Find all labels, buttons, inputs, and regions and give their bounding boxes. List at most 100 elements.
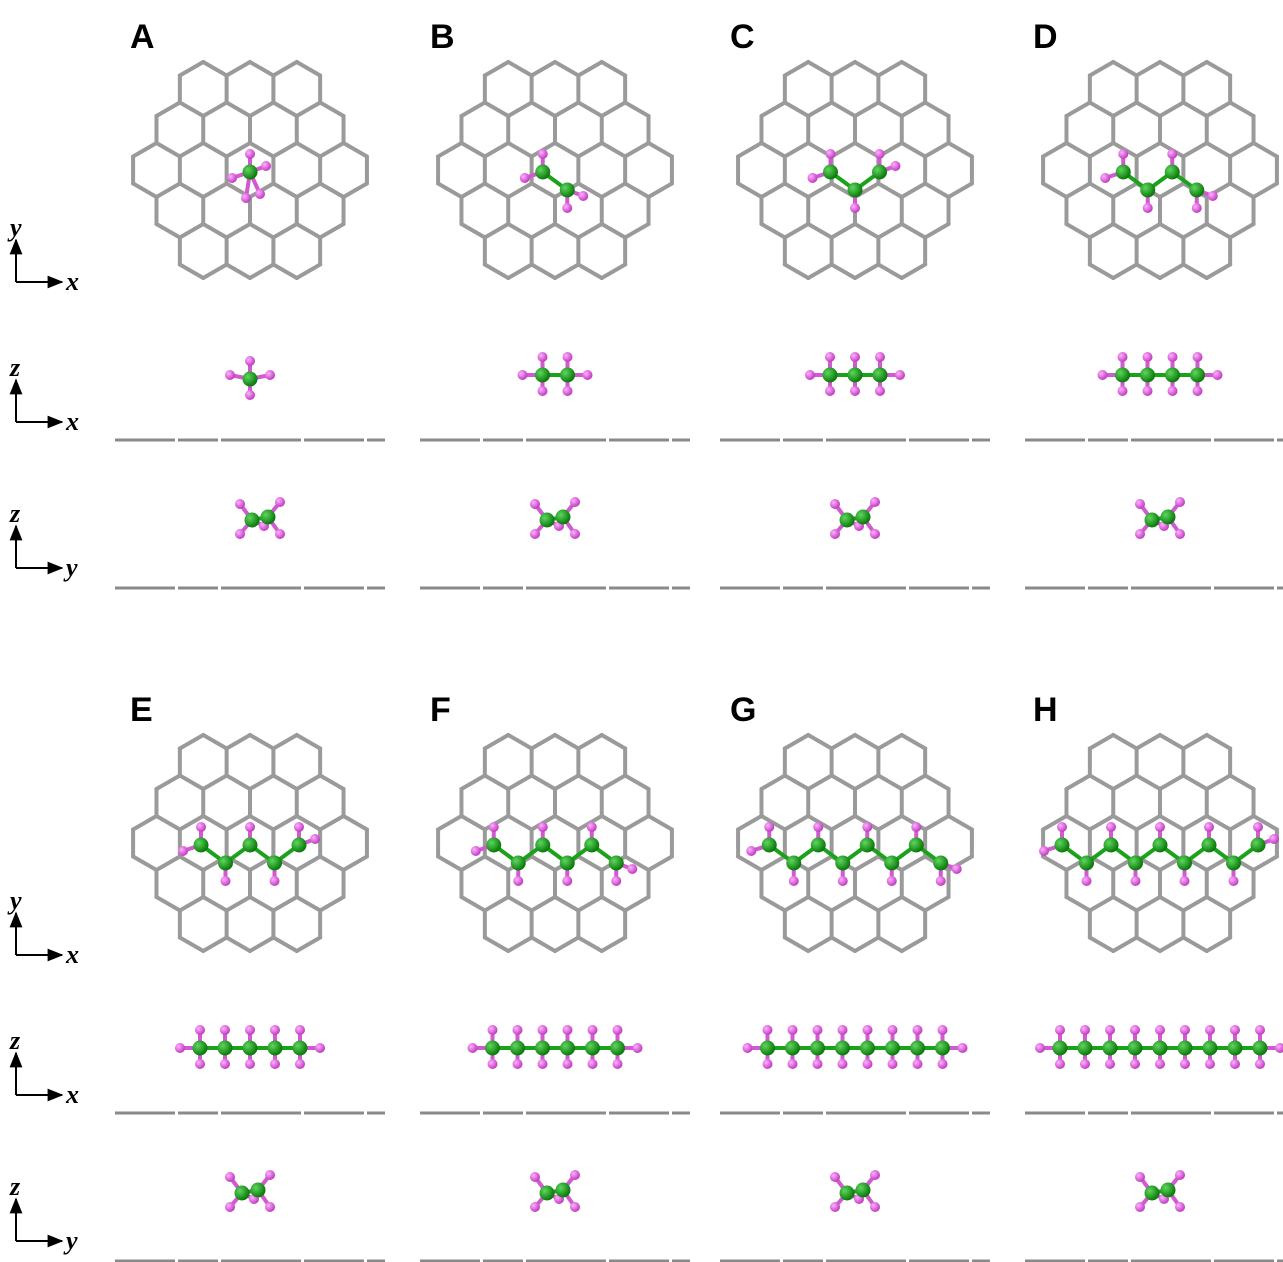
molecule-end	[1135, 1170, 1185, 1212]
cc-bond	[878, 224, 901, 238]
axis-label: z	[9, 1172, 21, 1201]
hydrogen	[245, 822, 255, 832]
hydrogen	[195, 1025, 205, 1035]
cc-bond	[133, 184, 156, 198]
cc-bond	[808, 857, 831, 871]
cc-bond	[902, 103, 925, 117]
cc-bond	[320, 143, 343, 157]
cc-bond	[250, 897, 273, 911]
hydrogen	[563, 1059, 573, 1069]
hydrogen	[870, 1170, 880, 1180]
cc-bond	[855, 776, 878, 790]
cc-bond	[156, 897, 179, 911]
hydrogen	[1155, 1059, 1165, 1069]
cc-bond	[532, 265, 555, 279]
cc-bond	[532, 735, 555, 749]
panel-label: F	[430, 691, 451, 729]
carbon	[1226, 856, 1241, 871]
hydrogen	[255, 189, 265, 199]
cc-bond	[602, 103, 625, 117]
cc-bond	[808, 735, 831, 749]
panel-label: G	[730, 691, 756, 729]
hydrogen	[850, 386, 860, 396]
cc-bond	[1230, 816, 1253, 830]
hydrogen	[1143, 203, 1153, 213]
cc-bond	[297, 857, 320, 871]
hydrogen	[1080, 1059, 1090, 1069]
carbon	[486, 838, 501, 853]
cc-bond	[203, 816, 226, 830]
cc-bond	[832, 103, 855, 117]
molecule-end	[1135, 497, 1185, 539]
cc-bond	[925, 897, 948, 911]
cc-bond	[297, 224, 320, 238]
cc-bond	[273, 143, 296, 157]
cc-bond	[761, 184, 784, 198]
cc-bond	[485, 224, 508, 238]
hydrogen	[875, 149, 885, 159]
carbon	[251, 1183, 266, 1198]
graphene	[738, 62, 972, 278]
carbon	[1115, 368, 1130, 383]
cc-bond	[508, 897, 531, 911]
cc-bond	[1113, 897, 1136, 911]
hydrogen	[838, 1025, 848, 1035]
cc-bond	[602, 265, 625, 279]
hydrogen	[1135, 499, 1145, 509]
panel-label: E	[130, 691, 153, 729]
cc-bond	[602, 62, 625, 76]
hydrogen	[295, 1059, 305, 1069]
cc-bond	[949, 184, 972, 198]
hydrogen	[1055, 1025, 1065, 1035]
hydrogen	[178, 846, 188, 856]
carbon	[1153, 838, 1168, 853]
hydrogen	[587, 822, 597, 832]
cc-bond	[461, 143, 484, 157]
hydrogen	[958, 1043, 968, 1053]
molecule-end	[830, 497, 880, 539]
hydrogen	[1229, 876, 1239, 886]
panel-label: C	[730, 18, 755, 56]
cc-bond	[949, 816, 972, 830]
hydrogen	[265, 1202, 275, 1212]
hydrogen	[1055, 1059, 1065, 1069]
hydrogen	[850, 203, 860, 213]
hydrogen	[513, 1025, 523, 1035]
cc-bond	[532, 103, 555, 117]
cc-bond	[1183, 735, 1206, 749]
cc-bond	[273, 184, 296, 198]
cc-bond	[902, 857, 925, 871]
cc-bond	[461, 224, 484, 238]
hydrogen	[1175, 497, 1185, 507]
hydrogen	[530, 529, 540, 539]
hydrogen	[1253, 822, 1263, 832]
cc-bond	[902, 143, 925, 157]
carbon	[556, 510, 571, 525]
cc-bond	[156, 224, 179, 238]
cc-bond	[555, 897, 578, 911]
cc-bond	[1160, 103, 1183, 117]
cc-bond	[1230, 224, 1253, 238]
hydrogen	[570, 497, 580, 507]
cc-bond	[1066, 224, 1089, 238]
cc-bond	[203, 62, 226, 76]
hydrogen	[488, 1025, 498, 1035]
cc-bond	[250, 265, 273, 279]
cc-bond	[578, 265, 601, 279]
carbon	[1079, 856, 1094, 871]
cc-bond	[1207, 143, 1230, 157]
cc-bond	[320, 184, 343, 198]
cc-bond	[649, 857, 672, 871]
hydrogen	[870, 529, 880, 539]
hydrogen	[1143, 352, 1153, 362]
cc-bond	[602, 735, 625, 749]
cc-bond	[832, 735, 855, 749]
cc-bond	[532, 224, 555, 238]
cc-bond	[785, 938, 808, 952]
hydrogen	[1080, 1025, 1090, 1035]
carbon	[261, 510, 276, 525]
cc-bond	[855, 857, 878, 871]
cc-bond	[1230, 184, 1253, 198]
hydrogen	[888, 1059, 898, 1069]
hydrogen	[862, 822, 872, 832]
